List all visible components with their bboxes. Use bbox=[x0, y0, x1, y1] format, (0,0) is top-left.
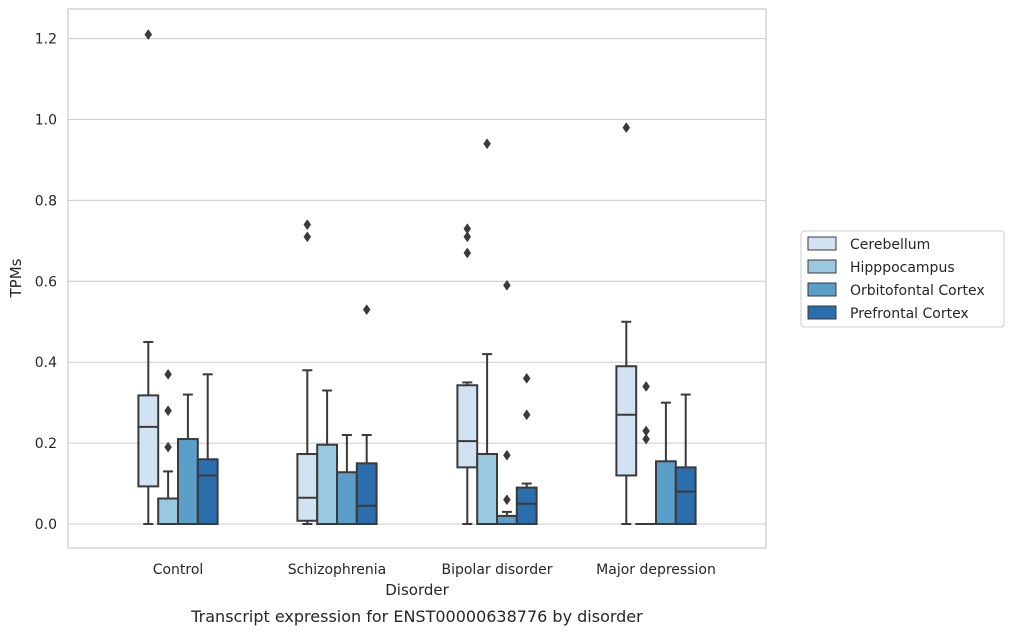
box-group bbox=[355, 304, 378, 526]
outlier-point bbox=[642, 433, 650, 445]
box bbox=[137, 394, 160, 488]
x-tick-label: Schizophrenia bbox=[288, 562, 386, 578]
outlier-point bbox=[522, 372, 531, 384]
outlier-point bbox=[303, 219, 312, 231]
x-tick-labels: Control Schizophrenia Bipolar disorder Majo… bbox=[153, 562, 716, 578]
box bbox=[355, 462, 378, 526]
outlier-point bbox=[164, 441, 172, 453]
box bbox=[615, 365, 638, 477]
y-tick-label: 0.8 bbox=[35, 193, 57, 209]
boxes bbox=[137, 29, 697, 526]
outlier-point bbox=[164, 368, 172, 380]
x-tick-label: Control bbox=[153, 562, 204, 578]
legend-frame bbox=[800, 230, 1005, 328]
y-tick-label: 0.0 bbox=[35, 517, 57, 533]
legend-entry-label: Prefrontal Cortex bbox=[850, 306, 969, 322]
outlier-point bbox=[622, 122, 631, 134]
outlier-point bbox=[463, 247, 472, 259]
box-group bbox=[515, 372, 538, 525]
legend-entry-label: Orbitofontal Cortex bbox=[850, 283, 985, 299]
box bbox=[515, 486, 538, 525]
box-group bbox=[635, 381, 658, 526]
box bbox=[336, 471, 358, 525]
box-group bbox=[615, 122, 638, 525]
y-tick-label: 0.4 bbox=[35, 355, 57, 371]
box-group bbox=[674, 393, 697, 525]
box-group bbox=[137, 29, 160, 525]
y-tick-label: 1.2 bbox=[35, 32, 57, 48]
box-group bbox=[496, 279, 518, 525]
outlier-point bbox=[503, 494, 511, 506]
legend-entry-label: Cerebellum bbox=[850, 237, 930, 253]
outlier-point bbox=[144, 29, 153, 40]
box bbox=[496, 514, 518, 525]
legend-entry-label: Hipppocampus bbox=[850, 260, 955, 276]
box bbox=[674, 466, 697, 525]
y-tick-label: 1.0 bbox=[35, 113, 57, 129]
legend-swatch bbox=[807, 259, 837, 274]
box bbox=[456, 384, 479, 469]
legend: Cerebellum Hipppocampus Orbitofontal Corte… bbox=[800, 230, 1005, 328]
box-group bbox=[655, 401, 677, 525]
box-group bbox=[336, 434, 358, 525]
box bbox=[157, 497, 179, 526]
y-tick-label: 0.2 bbox=[35, 436, 57, 452]
box-group bbox=[196, 373, 219, 525]
y-tick-labels: 0.0 0.2 0.4 0.6 0.8 1.0 1.2 bbox=[35, 32, 57, 533]
box-group bbox=[456, 223, 479, 525]
figure-caption: Transcript expression for ENST0000063877… bbox=[190, 607, 643, 626]
box bbox=[196, 458, 219, 525]
box-group bbox=[157, 368, 179, 526]
box bbox=[476, 453, 499, 526]
outlier-point bbox=[503, 279, 511, 291]
box bbox=[177, 438, 199, 525]
legend-swatch bbox=[807, 282, 837, 297]
outlier-point bbox=[483, 138, 491, 150]
legend-swatch bbox=[807, 305, 837, 320]
y-tick-label: 0.6 bbox=[35, 274, 57, 290]
outlier-point bbox=[463, 223, 472, 235]
outlier-point bbox=[463, 231, 472, 243]
box-group bbox=[316, 389, 339, 525]
legend-swatch bbox=[807, 236, 837, 251]
y-axis-label: TPMs bbox=[7, 258, 25, 298]
box bbox=[655, 460, 677, 525]
x-tick-label: Major depression bbox=[596, 562, 716, 578]
outlier-point bbox=[303, 231, 312, 243]
box bbox=[316, 443, 339, 525]
box-group bbox=[296, 219, 319, 525]
x-tick-label: Bipolar disorder bbox=[441, 562, 552, 578]
x-axis-label: Disorder bbox=[385, 581, 449, 599]
outlier-point bbox=[362, 304, 371, 316]
outlier-point bbox=[642, 425, 650, 437]
outlier-point bbox=[503, 449, 511, 461]
box bbox=[296, 453, 319, 522]
outlier-point bbox=[642, 381, 650, 392]
plot-frame bbox=[67, 8, 767, 549]
box-group bbox=[476, 138, 499, 526]
outlier-point bbox=[522, 409, 531, 421]
outlier-point bbox=[164, 405, 172, 417]
